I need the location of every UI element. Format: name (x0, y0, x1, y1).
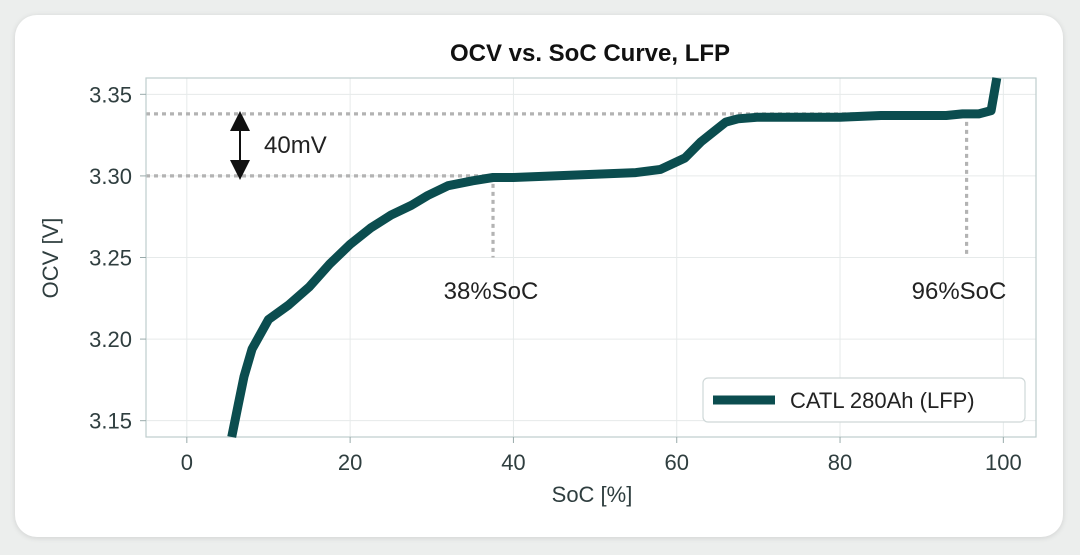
x-tick-label: 80 (828, 450, 852, 475)
legend-label: CATL 280Ah (LFP) (790, 388, 975, 413)
soc-38-label: 38%SoC (444, 278, 539, 305)
y-tick-label: 3.20 (89, 327, 132, 352)
y-tick-label: 3.15 (89, 409, 132, 434)
x-axis-label: SoC [%] (552, 482, 633, 507)
series-line-catl-280ah (227, 77, 1002, 438)
chart-title: OCV vs. SoC Curve, LFP (450, 40, 730, 67)
chart-card (15, 15, 1063, 537)
x-tick-label: 40 (501, 450, 525, 475)
axis-ticks: 0 20 40 60 80 100 3.15 3.20 3.25 3.30 3.35 (89, 82, 1022, 475)
x-tick-label: 20 (338, 450, 362, 475)
y-axis-label: OCV [V] (38, 218, 63, 299)
y-tick-label: 3.25 (89, 246, 132, 271)
legend: CATL 280Ah (LFP) (702, 377, 1026, 423)
legend-box (702, 377, 1026, 423)
x-tick-label: 60 (664, 450, 688, 475)
y-tick-label: 3.35 (89, 82, 132, 107)
soc-96-label: 96%SoC (912, 278, 1007, 305)
delta-voltage-label: 40mV (264, 132, 327, 159)
x-tick-label: 100 (985, 450, 1022, 475)
x-tick-label: 0 (181, 450, 193, 475)
annotations: 40mV 38%SoC 96%SoC (230, 111, 1007, 305)
y-tick-label: 3.30 (89, 164, 132, 189)
